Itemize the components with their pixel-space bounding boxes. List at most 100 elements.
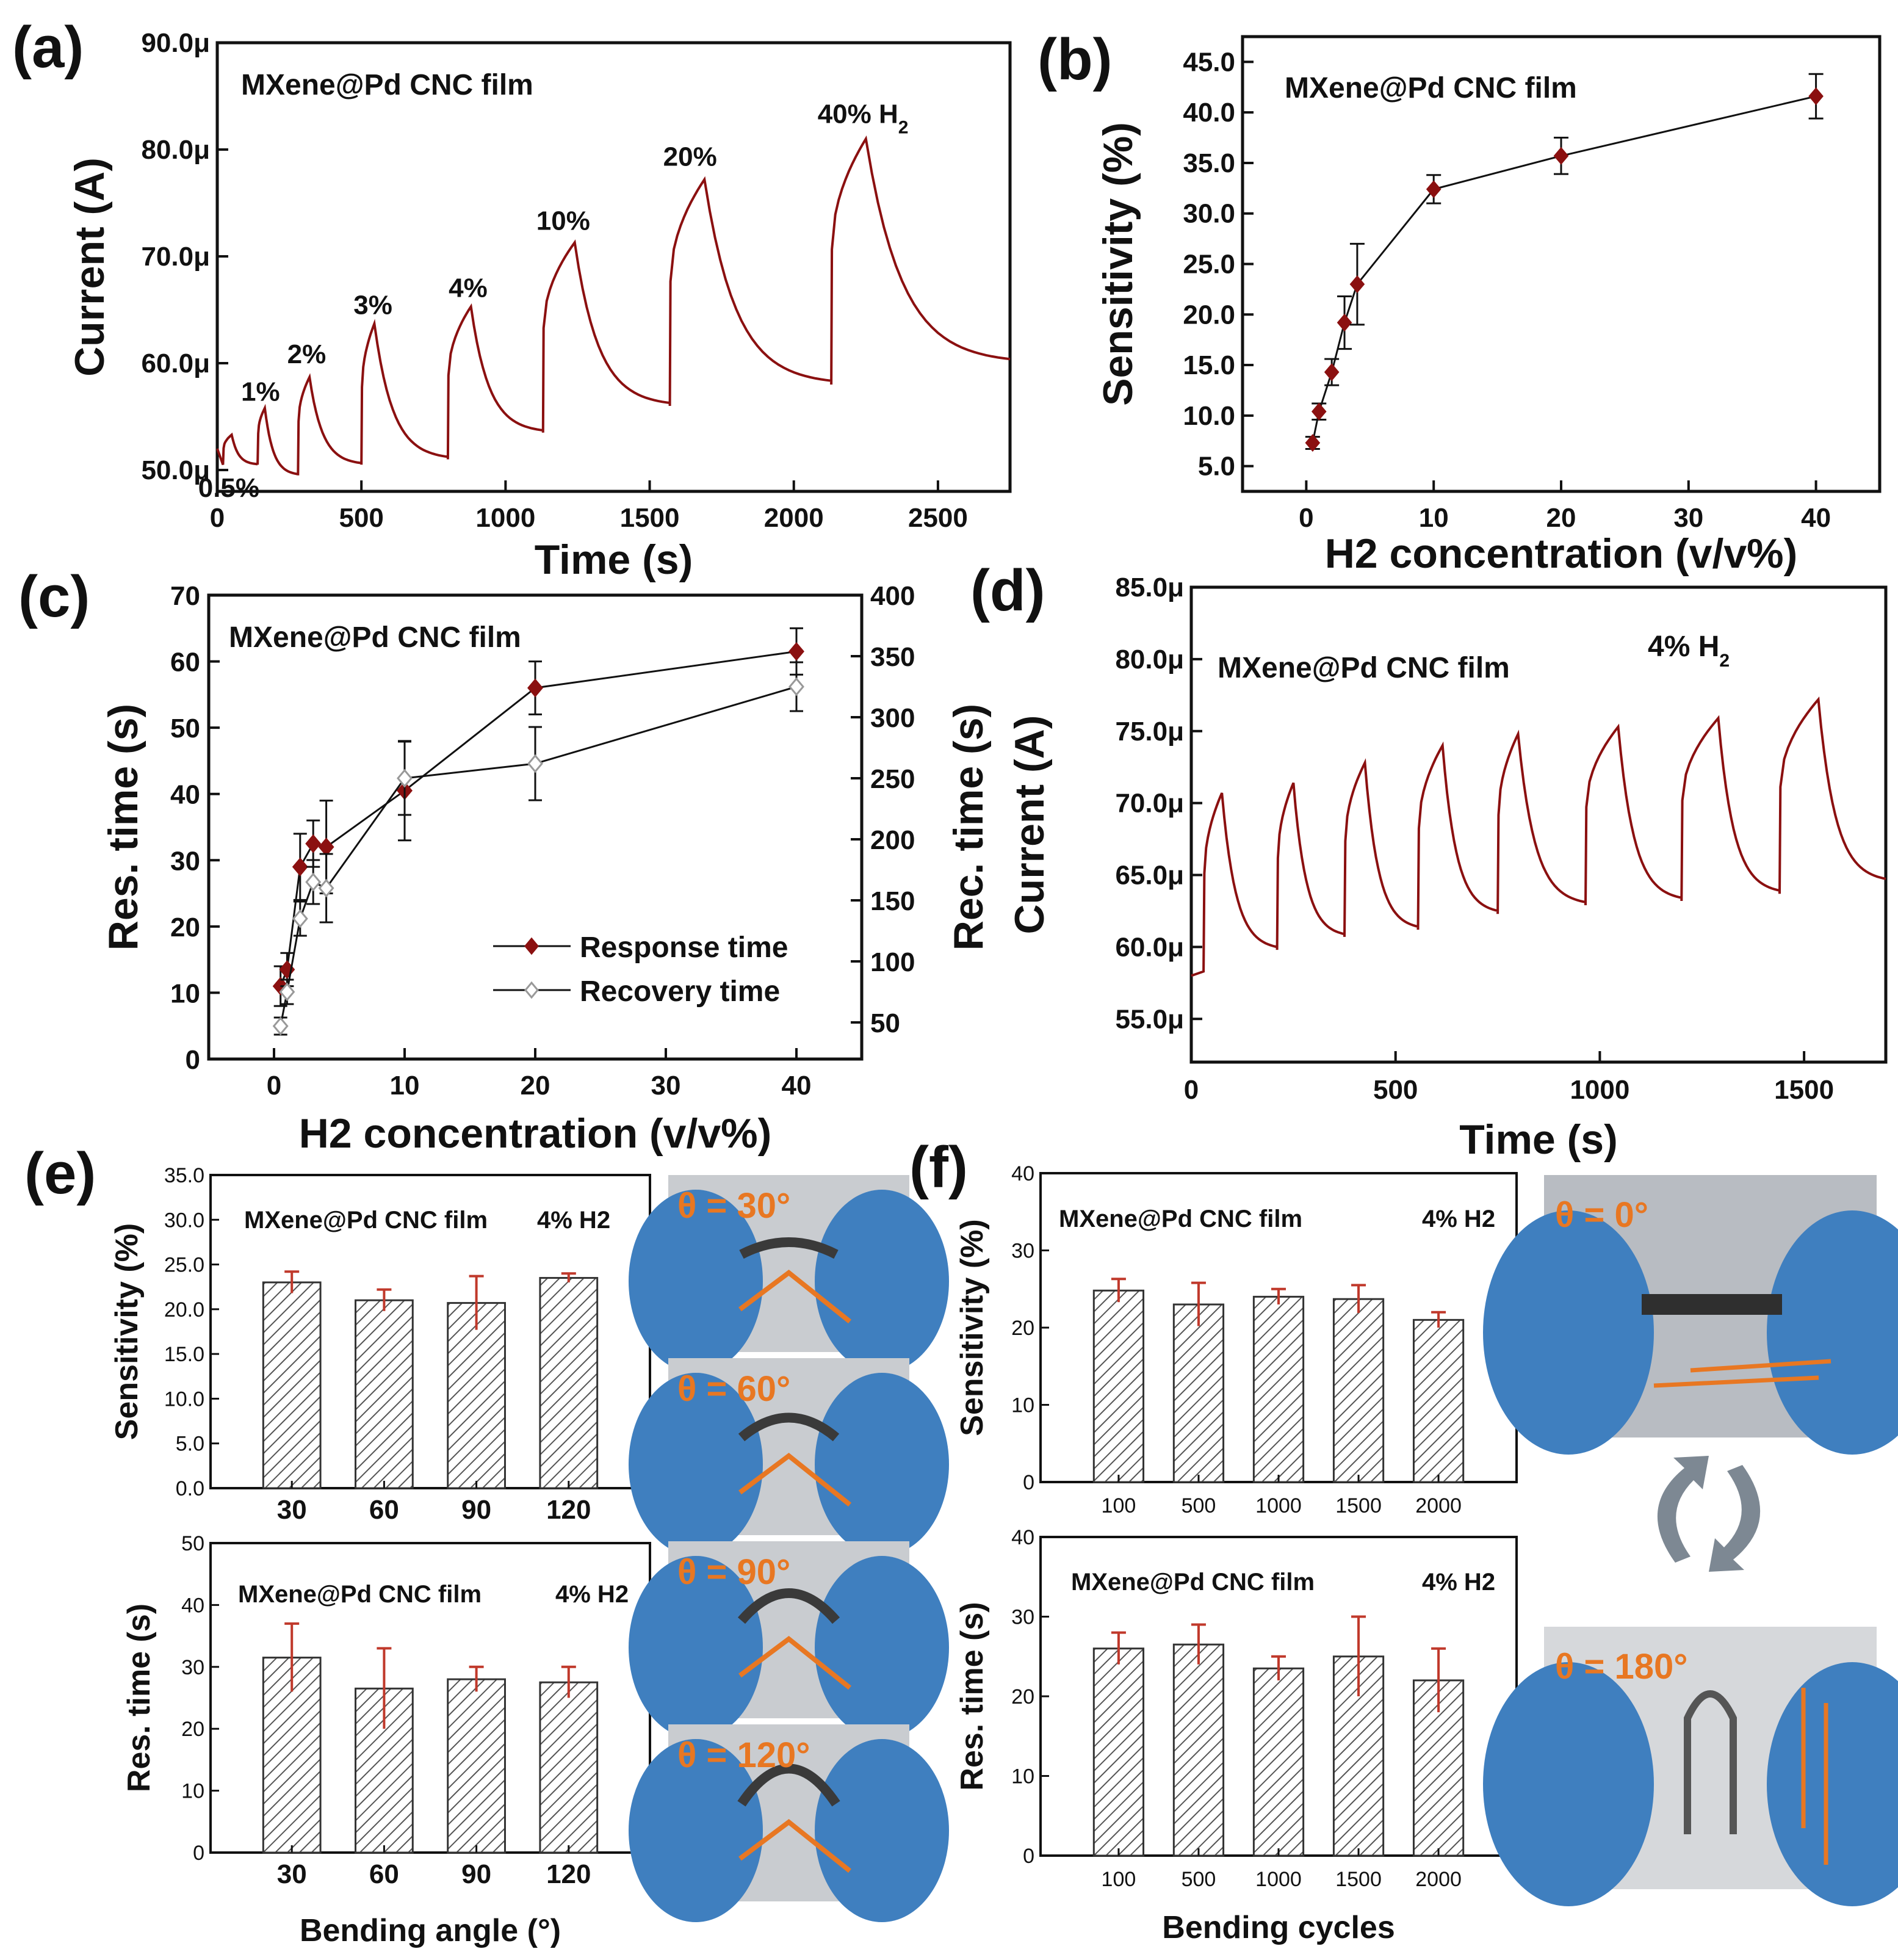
- y-axis-title: Current (A): [1006, 715, 1053, 935]
- concentration-label: 40% H2: [818, 99, 909, 137]
- angle-marker: [1690, 1359, 1831, 1373]
- gas-annotation: 4% H2: [1648, 631, 1730, 671]
- x-tick-label: 10: [390, 1071, 420, 1101]
- y2-tick-label: 350: [870, 642, 915, 672]
- x-tick-label: 1000: [1255, 1494, 1302, 1517]
- gas-annotation: 4% H2: [555, 1581, 629, 1608]
- film-strip: [738, 1412, 840, 1442]
- y-tick-label: 80.0μ: [1115, 645, 1184, 674]
- recovery-point: [292, 909, 308, 928]
- film-strip: [737, 1763, 840, 1807]
- bar: [1092, 1289, 1145, 1483]
- x-tick-label: 1000: [475, 503, 535, 533]
- y-tick-label: 60: [170, 648, 200, 678]
- x-tick-label: 2000: [1415, 1494, 1462, 1517]
- glove-left: [1483, 1662, 1654, 1906]
- x-tick-label: 30: [651, 1071, 681, 1101]
- y-axis-title: Current (A): [67, 157, 113, 377]
- x-tick-label: 20: [1546, 503, 1576, 533]
- y-tick-label: 10: [170, 978, 200, 1008]
- gas-annotation: 4% H2: [1422, 1206, 1495, 1232]
- y2-tick-label: 250: [870, 764, 915, 794]
- y-axis-title: Sensitivity (%): [954, 1219, 990, 1436]
- y-tick-label: 10: [181, 1780, 204, 1803]
- x-tick-label: 1500: [1335, 1494, 1382, 1517]
- y-tick-label: 70: [170, 581, 200, 611]
- y-tick-label: 60.0μ: [1115, 932, 1184, 962]
- glove-left: [629, 1556, 763, 1739]
- y-tick-label: 5.0: [1198, 452, 1235, 482]
- angle-label: θ = 180°: [1555, 1647, 1687, 1687]
- y-axis-title: Sensitivity (%): [109, 1223, 145, 1440]
- x-tick-label: 20: [521, 1071, 550, 1101]
- bar: [447, 1678, 506, 1854]
- x-axis-title: Time (s): [1459, 1116, 1617, 1163]
- y-tick-label: 40: [1011, 1162, 1034, 1185]
- y2-tick-label: 300: [870, 703, 915, 733]
- data-point: [1337, 313, 1352, 332]
- y-tick-label: 50.0μ: [141, 455, 210, 485]
- panel-e-sensitivity-chart: 0.0 5.0 10.0 15.0 20.0 25.0 30.0 35.0 30 60 90 120 M…: [109, 1164, 651, 1525]
- film-strip: [1642, 1294, 1782, 1315]
- bending-photo-2: θ = 60°: [629, 1358, 949, 1556]
- x-tick-label: 2000: [764, 503, 824, 533]
- y-tick-label: 75.0μ: [1115, 717, 1184, 747]
- data-point: [1305, 433, 1321, 452]
- y-tick-label: 15.0: [1183, 350, 1235, 380]
- recovery-point: [527, 754, 543, 773]
- concentration-label: 10%: [536, 206, 590, 236]
- y-tick-label: 30: [170, 846, 200, 876]
- bar: [355, 1299, 414, 1489]
- y-tick-label: 70.0μ: [1115, 789, 1184, 819]
- y-tick-label: 25.0: [1183, 250, 1235, 280]
- current-trace: [1191, 696, 1886, 977]
- panel-label-f: (f): [909, 1135, 968, 1200]
- x-tick-label: 100: [1102, 1868, 1136, 1891]
- gas-annotation: 4% H2: [1422, 1569, 1495, 1596]
- y-tick-label: 40: [181, 1594, 204, 1617]
- panel-title: MXene@Pd CNC film: [1218, 652, 1510, 684]
- y-tick-label: 20: [1011, 1317, 1034, 1340]
- panel-title: MXene@Pd CNC film: [229, 621, 521, 654]
- response-point: [788, 642, 804, 661]
- bar: [1252, 1295, 1305, 1483]
- x-tick-label: 30: [277, 1859, 307, 1889]
- x-tick-label: 500: [339, 503, 383, 533]
- bar: [1172, 1303, 1225, 1483]
- panel-b-chart: 5.0 10.0 15.0 20.0 25.0 30.0 35.0 40.0 45.0 0 10 20…: [1095, 35, 1882, 577]
- panel-title: MXene@Pd CNC film: [1285, 72, 1577, 104]
- panel-title: MXene@Pd CNC film: [1071, 1569, 1315, 1596]
- x-tick-label: 1000: [1570, 1075, 1629, 1105]
- bending-cycle-photo-1: θ = 0°: [1483, 1175, 1898, 1455]
- x-tick-label: 60: [369, 1495, 399, 1525]
- y-axis-title: Sensitivity (%): [1095, 122, 1141, 406]
- y-tick-label: 5.0: [176, 1433, 204, 1456]
- panel-f-sensitivity-chart: 0 10 20 30 40 100 500 1000 1500 2000 MXene@Pd CNC …: [954, 1162, 1518, 1517]
- glove-left: [1483, 1210, 1654, 1455]
- y-tick-label: 35.0: [1183, 148, 1235, 178]
- bar: [1412, 1679, 1465, 1857]
- bar: [1092, 1647, 1145, 1857]
- angle-label: θ = 90°: [677, 1552, 790, 1592]
- recovery-point: [272, 1016, 289, 1036]
- glove-left: [629, 1373, 763, 1556]
- glove-right: [815, 1556, 949, 1739]
- x-tick-label: 10: [1419, 503, 1449, 533]
- angle-label: θ = 120°: [677, 1735, 810, 1775]
- legend-marker: [524, 937, 539, 955]
- x-tick-label: 90: [461, 1859, 491, 1889]
- glove-left: [629, 1190, 763, 1373]
- y-tick-label: 10: [1011, 1765, 1034, 1788]
- panel-title: MXene@Pd CNC film: [241, 69, 533, 101]
- x-tick-label: 500: [1182, 1494, 1216, 1517]
- concentration-label: 1%: [241, 377, 280, 407]
- bar: [447, 1302, 506, 1489]
- glove-right: [815, 1190, 949, 1373]
- angle-label: θ = 0°: [1555, 1195, 1648, 1235]
- y-tick-label: 0: [1023, 1845, 1034, 1868]
- y2-tick-label: 200: [870, 825, 915, 855]
- x-tick-label: 40: [1801, 503, 1831, 533]
- data-point: [1553, 146, 1569, 165]
- film-strip: [737, 1588, 840, 1624]
- bar: [1252, 1667, 1305, 1857]
